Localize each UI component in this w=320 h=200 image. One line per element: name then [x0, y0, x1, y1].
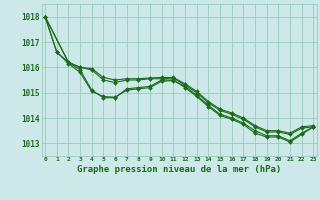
X-axis label: Graphe pression niveau de la mer (hPa): Graphe pression niveau de la mer (hPa): [77, 165, 281, 174]
